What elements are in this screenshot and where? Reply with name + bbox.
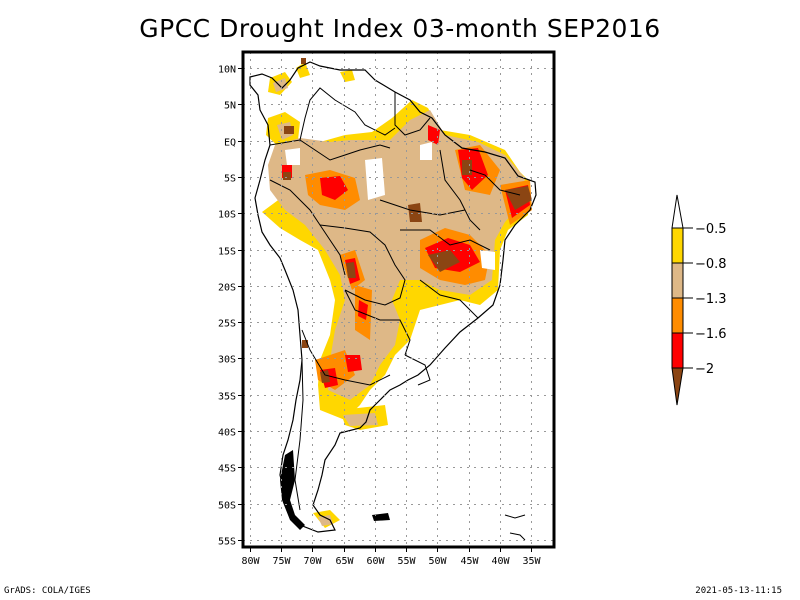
border-brazil-states-3 xyxy=(469,169,521,196)
lon-tick-label: 50W xyxy=(428,556,447,567)
border-brazil-states-1 xyxy=(400,229,491,251)
border-chile-argentina xyxy=(294,359,304,511)
south-america-coast xyxy=(249,61,537,533)
fjords-patches xyxy=(280,450,305,530)
legend-bin-orange xyxy=(671,297,684,334)
brown-region-bolivia xyxy=(346,262,356,278)
border-uruguay xyxy=(404,354,431,386)
red-region-amazon xyxy=(320,176,348,200)
border-bolivia xyxy=(319,224,406,306)
tan-region-panama xyxy=(273,78,288,92)
lon-tick-label: 65W xyxy=(335,556,354,567)
lon-tick-label: 35W xyxy=(522,556,541,567)
latitude-axis: 10N 5N EQ 5S 10S 15S 20S 25S 30S 35S 40S 45S 50S 55S xyxy=(218,65,243,548)
legend-bin-tan xyxy=(671,262,684,299)
border-venezuela xyxy=(299,87,396,141)
brown-region-para xyxy=(408,203,422,222)
brown-region-northeast xyxy=(505,186,532,210)
border-brazil-states-5 xyxy=(379,199,466,216)
lat-tick-label: 50S xyxy=(218,501,236,512)
lat-tick-label: 40S xyxy=(218,428,236,439)
lon-tick-label: 55W xyxy=(397,556,416,567)
red-region-argentina-1 xyxy=(345,355,362,372)
legend-bin-none xyxy=(671,194,684,229)
map-frame xyxy=(241,50,556,549)
falklands xyxy=(504,514,526,519)
grid-lines xyxy=(243,52,554,547)
falklands-land xyxy=(372,513,390,521)
chile-fjords xyxy=(280,450,390,530)
lon-tick-label: 80W xyxy=(241,556,260,567)
hole-ecuador xyxy=(285,148,300,165)
legend-labels: −0.5 −0.8 −1.3 −1.6 −2 xyxy=(683,222,727,377)
border-argentina-north xyxy=(301,329,391,386)
lat-tick-label: 5N xyxy=(224,101,236,112)
chart-title: GPCC Drought Index 03-month SEP2016 xyxy=(139,14,661,43)
country-borders xyxy=(269,87,526,541)
lat-tick-label: 30S xyxy=(218,355,236,366)
legend-label: −1.6 xyxy=(695,327,727,342)
hole-bahia xyxy=(480,250,495,270)
lat-tick-label: 55S xyxy=(218,537,236,548)
lon-tick-label: 60W xyxy=(366,556,385,567)
lon-tick-label: 45W xyxy=(460,556,479,567)
south-georgia xyxy=(509,532,526,541)
lat-tick-label: 10N xyxy=(218,65,236,76)
red-region-paraguay xyxy=(358,300,368,320)
brown-region-colombia xyxy=(284,126,294,134)
border-brazil-states-4 xyxy=(419,279,479,319)
coastline xyxy=(249,61,537,533)
yellow-region-guyana xyxy=(340,70,355,82)
legend-label: −2 xyxy=(695,362,714,377)
hole-para xyxy=(420,142,432,160)
brown-region-argentina xyxy=(320,370,330,383)
legend-label: −0.5 xyxy=(695,222,727,237)
legend-label: −0.8 xyxy=(695,257,727,272)
legend-label: −1.3 xyxy=(695,292,727,307)
lat-tick-label: 45S xyxy=(218,464,236,475)
lat-tick-label: 15S xyxy=(218,247,236,258)
lat-tick-label: 10S xyxy=(218,210,236,221)
drought-fields xyxy=(262,58,532,528)
footer-credit: GrADS: COLA/IGES xyxy=(4,586,91,596)
border-guianas xyxy=(394,92,431,136)
legend-colorbar: −0.5 −0.8 −1.3 −1.6 −2 xyxy=(671,194,727,406)
tan-region-argentina xyxy=(343,413,378,426)
border-paraguay xyxy=(344,289,411,356)
lon-tick-label: 40W xyxy=(491,556,510,567)
tan-region-tierra xyxy=(318,515,333,526)
longitude-axis: 80W 75W 70W 65W 60W 55W 50W 45W 40W 35W xyxy=(241,547,542,567)
legend-bin-red xyxy=(671,332,684,369)
lat-tick-label: 20S xyxy=(218,283,236,294)
yellow-region-north xyxy=(296,62,310,78)
lat-tick-label: 35S xyxy=(218,392,236,403)
legend-bin-brown xyxy=(671,367,684,406)
legend-bin-yellow xyxy=(671,227,684,264)
lon-tick-label: 70W xyxy=(303,556,322,567)
border-colombia-brazil xyxy=(269,139,391,161)
lat-tick-label: 5S xyxy=(224,174,236,185)
lon-tick-label: 75W xyxy=(272,556,291,567)
brown-region-central-brazil xyxy=(428,250,460,272)
footer-timestamp: 2021-05-13-11:15 xyxy=(695,586,782,596)
brown-region-peru xyxy=(283,172,291,180)
border-brazil-states-2 xyxy=(439,149,481,231)
lat-tick-label: 25S xyxy=(218,319,236,330)
lat-tick-label: EQ xyxy=(224,138,236,149)
brown-region-north xyxy=(462,160,472,175)
brown-region-venezuela xyxy=(301,58,306,64)
field-holes xyxy=(285,142,495,270)
red-region-north xyxy=(458,148,488,190)
